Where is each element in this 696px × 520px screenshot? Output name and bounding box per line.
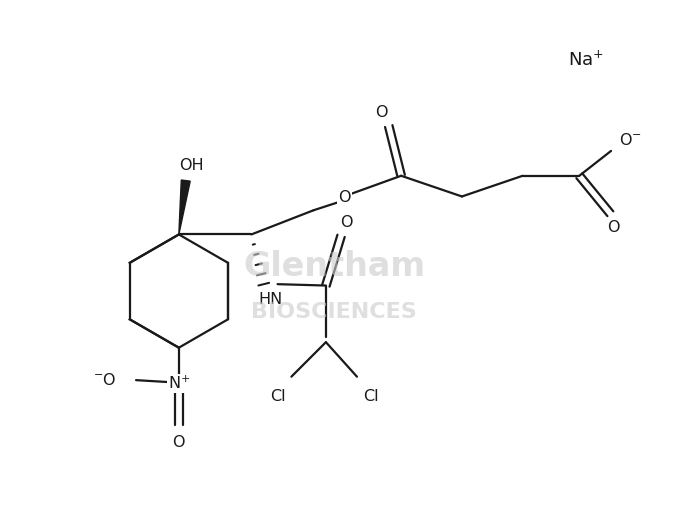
Text: O: O bbox=[376, 105, 388, 120]
Text: OH: OH bbox=[179, 158, 204, 173]
Text: O$^{-}$: O$^{-}$ bbox=[619, 132, 642, 148]
Text: Cl: Cl bbox=[270, 388, 285, 404]
Text: O: O bbox=[338, 190, 351, 205]
Text: HN: HN bbox=[258, 292, 283, 307]
Text: O: O bbox=[340, 215, 353, 229]
Text: Glentham: Glentham bbox=[243, 251, 425, 283]
Text: Na$^{+}$: Na$^{+}$ bbox=[568, 50, 604, 70]
Polygon shape bbox=[179, 180, 190, 235]
Text: O: O bbox=[173, 435, 185, 450]
Text: $^{-}$O: $^{-}$O bbox=[93, 372, 117, 388]
Text: O: O bbox=[608, 220, 620, 235]
Text: BIOSCIENCES: BIOSCIENCES bbox=[251, 302, 417, 322]
Text: N$^{+}$: N$^{+}$ bbox=[168, 375, 190, 392]
Text: Cl: Cl bbox=[363, 388, 379, 404]
